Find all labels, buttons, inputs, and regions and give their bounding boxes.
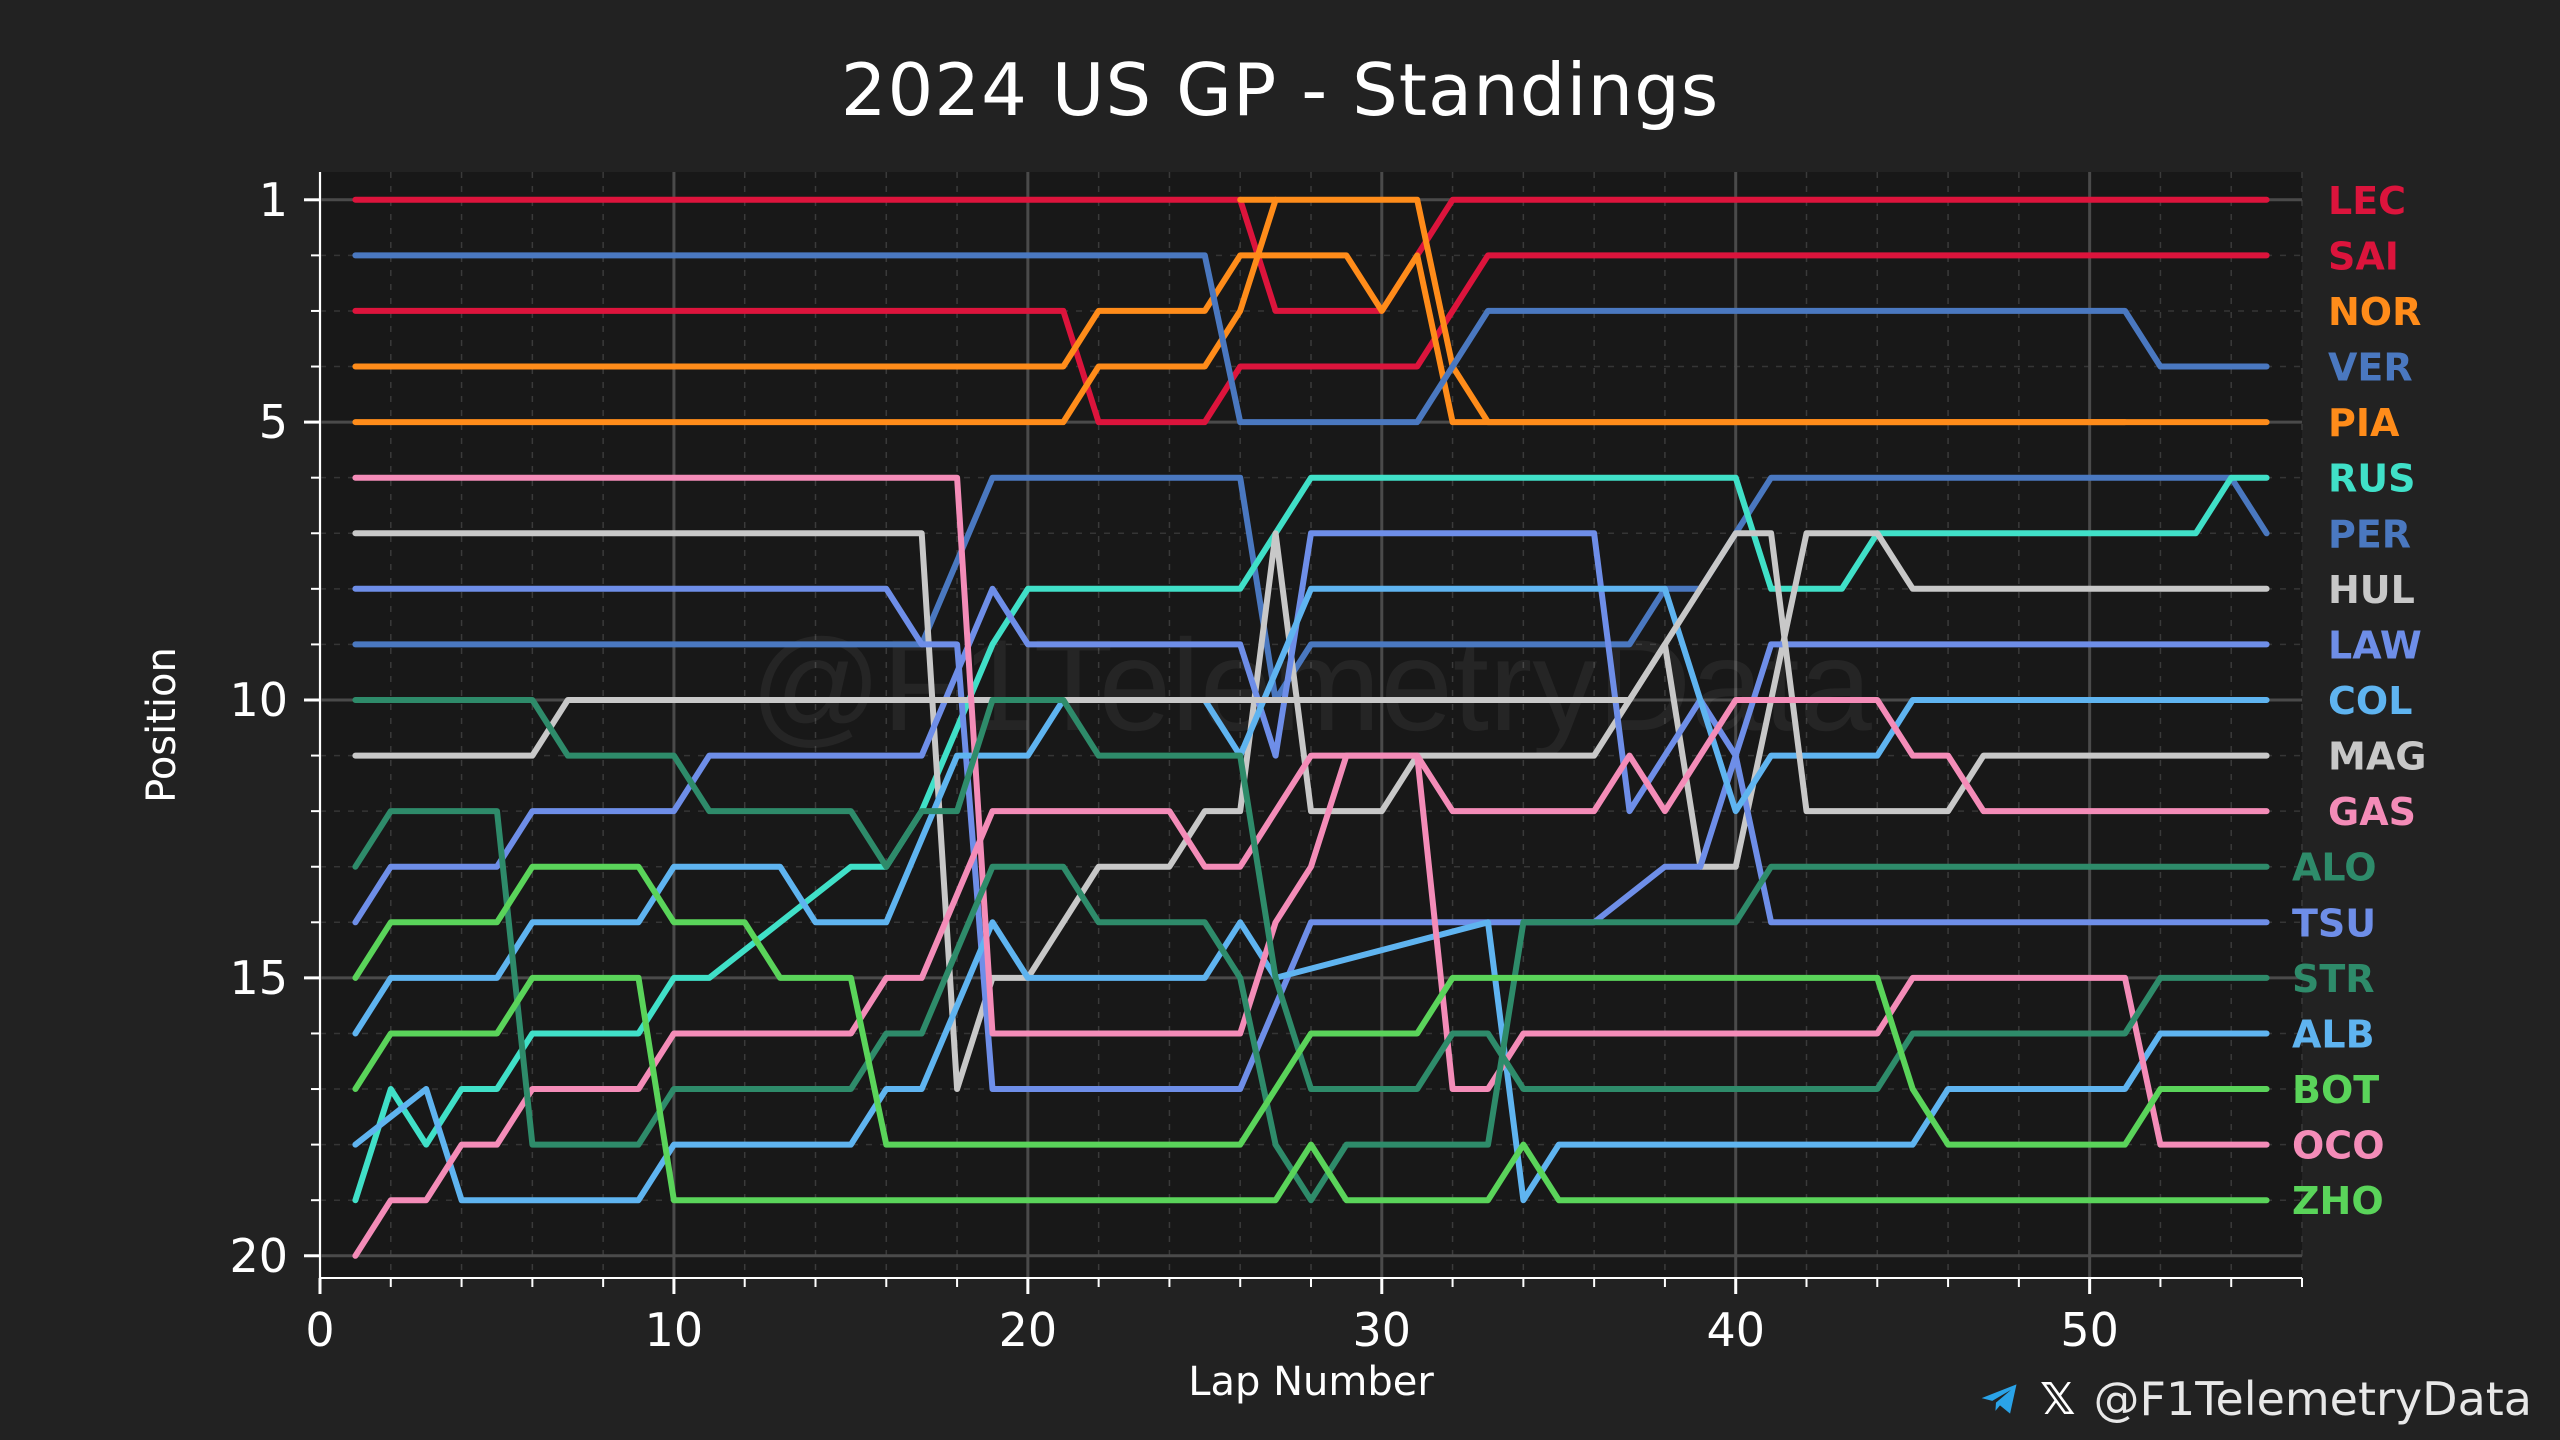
footer-handle: @F1TelemetryData	[2093, 1372, 2532, 1426]
end-label-pia: PIA	[2328, 401, 2400, 445]
x-tick-label: 30	[1353, 1303, 1412, 1357]
end-label-ver: VER	[2328, 346, 2413, 390]
x-tick-label: 40	[1706, 1303, 1765, 1357]
end-labels: LEC SAI NOR VER PIA RUS PER HUL LAW COL MAG GAS ALO T…	[2292, 179, 2426, 1223]
end-label-hul: HUL	[2328, 568, 2415, 612]
y-tick-label: 15	[229, 951, 288, 1005]
end-label-mag: MAG	[2328, 735, 2426, 779]
series-line-nor	[352, 252, 2128, 426]
series-layer	[352, 196, 2270, 1259]
series-line-str	[352, 808, 2270, 1204]
end-label-rus: RUS	[2328, 457, 2416, 501]
y-tick-label: 5	[259, 395, 288, 449]
telegram-icon	[1981, 1384, 2017, 1414]
series-line-pia	[352, 196, 1279, 426]
series-line-col	[352, 585, 2270, 1037]
end-label-zho: ZHO	[2292, 1179, 2384, 1223]
y-tick-label: 1	[259, 173, 288, 227]
end-label-bot: BOT	[2292, 1068, 2379, 1112]
series-line-oco	[352, 697, 2270, 1259]
y-axis-label: Position	[139, 647, 185, 803]
footer: 𝕏 @F1TelemetryData	[1978, 1372, 2532, 1426]
series-line-gas	[352, 474, 2270, 1148]
series-line-bot	[352, 863, 2270, 1148]
end-label-per: PER	[2328, 512, 2411, 556]
chart-title: 2024 US GP - Standings	[840, 48, 1720, 132]
series-line-sai	[352, 252, 2270, 426]
end-label-lec: LEC	[2328, 179, 2406, 223]
series-line-zho	[352, 974, 2270, 1204]
x-axis-label: Lap Number	[1188, 1359, 1434, 1405]
end-label-nor: NOR	[2328, 290, 2421, 334]
x-tick-label: 10	[645, 1303, 704, 1357]
end-label-tsu: TSU	[2292, 901, 2376, 945]
series-line-per	[352, 474, 2270, 703]
x-tick-label: 20	[999, 1303, 1058, 1357]
series-line-alb	[352, 919, 2270, 1204]
end-label-col: COL	[2328, 679, 2412, 723]
series-line-alo	[352, 697, 2270, 1092]
y-tick-label: 20	[229, 1229, 288, 1283]
series-line-law	[352, 585, 2270, 1092]
end-label-alb: ALB	[2292, 1012, 2375, 1056]
y-tick-label: 10	[229, 673, 288, 727]
x-tick-label: 0	[305, 1303, 334, 1357]
end-label-alo: ALO	[2292, 846, 2377, 890]
end-label-oco: OCO	[2292, 1124, 2385, 1168]
end-label-law: LAW	[2328, 623, 2422, 667]
end-label-str: STR	[2292, 957, 2375, 1001]
end-label-sai: SAI	[2328, 234, 2399, 278]
series-line-ver	[352, 252, 2270, 426]
x-logo-icon: 𝕏	[2040, 1373, 2076, 1425]
x-tick-label: 50	[2060, 1303, 2119, 1357]
series-line-mag	[352, 530, 2270, 815]
end-label-gas: GAS	[2328, 790, 2416, 834]
